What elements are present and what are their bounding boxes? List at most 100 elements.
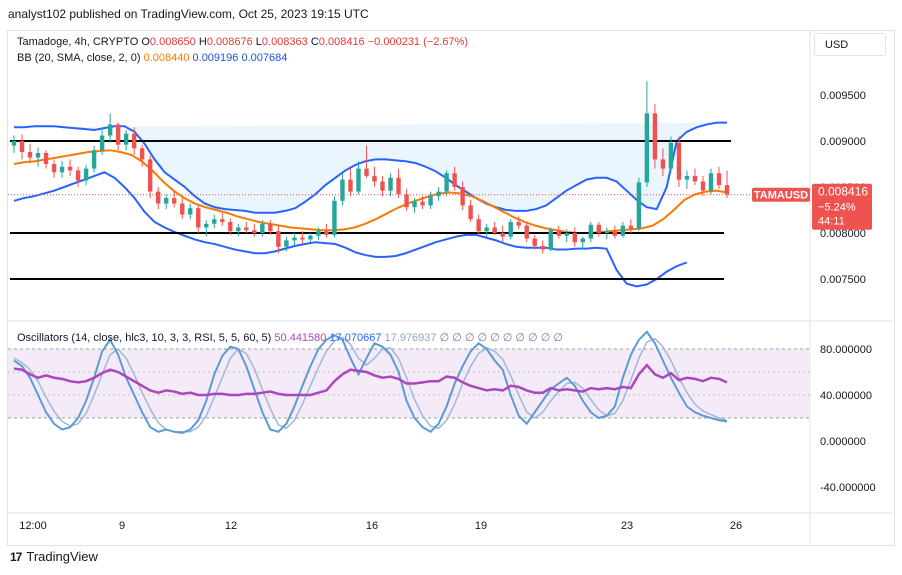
currency-button[interactable]: USD bbox=[814, 33, 886, 56]
candle-up bbox=[636, 182, 642, 229]
candle-up bbox=[123, 133, 129, 145]
candle-down bbox=[268, 223, 273, 232]
candle-down bbox=[460, 187, 465, 206]
candle-down bbox=[716, 173, 722, 186]
candle-down bbox=[51, 164, 57, 173]
time-tick-label: 12 bbox=[225, 520, 237, 532]
candle-down bbox=[700, 181, 706, 191]
legend-high: 0.008676 bbox=[206, 36, 253, 48]
bollinger-upper-line bbox=[14, 121, 727, 214]
candle-down bbox=[244, 227, 249, 231]
osc-k: 17.070667 bbox=[329, 332, 382, 344]
candle-up bbox=[332, 200, 337, 235]
candle-up bbox=[356, 168, 361, 192]
time-tick-label: 23 bbox=[621, 520, 633, 532]
candle-down bbox=[172, 198, 177, 204]
osc-tick-label: 80.000000 bbox=[820, 344, 872, 356]
candle-up bbox=[164, 198, 169, 204]
osc-tick-label: 0.000000 bbox=[820, 436, 866, 448]
osc-legend: Oscillators (14, close, hlc3, 10, 3, 3, … bbox=[17, 331, 563, 344]
candle-down bbox=[692, 175, 698, 182]
candle-down bbox=[364, 168, 369, 176]
candle-down bbox=[612, 231, 618, 236]
bollinger-fill bbox=[14, 122, 727, 213]
candle-up bbox=[204, 223, 209, 228]
price-tag-change: −5.24% bbox=[818, 202, 856, 214]
candle-down bbox=[115, 124, 121, 145]
candle-up bbox=[508, 221, 513, 237]
candle-up bbox=[388, 177, 393, 191]
candle-down bbox=[228, 221, 233, 232]
candle-down bbox=[131, 133, 137, 149]
candle-down bbox=[67, 166, 73, 171]
legend-close: 0.008416 bbox=[318, 36, 365, 48]
legend-c-label: C bbox=[310, 36, 319, 48]
legend-symbol: Tamadoge, 4h, CRYPTO bbox=[17, 36, 139, 48]
candle-up bbox=[83, 168, 89, 181]
candle-up bbox=[340, 179, 345, 201]
footer-brand: TradingView bbox=[26, 549, 98, 564]
stoch-k-line bbox=[13, 330, 728, 434]
price-tick-label: 0.009000 bbox=[820, 136, 866, 148]
price-tag-countdown: 44:11 bbox=[818, 216, 845, 228]
candle-up bbox=[444, 173, 449, 192]
candle-up bbox=[236, 227, 241, 232]
candle-down bbox=[540, 245, 545, 250]
candle-down bbox=[19, 141, 25, 153]
candle-up bbox=[620, 225, 626, 236]
time-tick-label: 26 bbox=[730, 520, 742, 532]
candle-down bbox=[516, 221, 521, 226]
candle-down bbox=[492, 227, 497, 233]
footer: 17 TradingView bbox=[10, 549, 98, 564]
legend-l-label: L bbox=[255, 36, 262, 48]
legend-open: 0.008650 bbox=[149, 36, 196, 48]
candle-down bbox=[524, 225, 529, 239]
rsi-line bbox=[13, 363, 728, 397]
candle-up bbox=[684, 175, 690, 180]
candle-up bbox=[436, 191, 441, 197]
candle-up bbox=[564, 233, 569, 236]
candle-up bbox=[35, 152, 41, 158]
bollinger-lower-line bbox=[13, 171, 688, 288]
candle-down bbox=[75, 170, 81, 181]
candle-down bbox=[139, 148, 145, 160]
candle-down bbox=[156, 191, 161, 204]
candle-down bbox=[596, 224, 602, 233]
candle-down bbox=[556, 230, 561, 236]
candle-down bbox=[572, 233, 577, 243]
candle-up bbox=[212, 219, 217, 224]
candle-up bbox=[668, 142, 674, 169]
publish-header: analyst102 published on TradingView.com,… bbox=[8, 7, 369, 21]
osc-tick-label: 40.000000 bbox=[820, 390, 872, 402]
bb-basis: 0.008440 bbox=[143, 52, 190, 64]
candle-up bbox=[644, 113, 650, 183]
candle-up bbox=[580, 238, 585, 243]
candle-down bbox=[532, 238, 537, 246]
price-tag-value: 0.008416 bbox=[818, 185, 868, 199]
candle-down bbox=[396, 177, 401, 195]
legend-h-label: H bbox=[198, 36, 207, 48]
candle-up bbox=[188, 208, 193, 215]
time-tick-label: 9 bbox=[119, 520, 125, 532]
candle-up bbox=[604, 231, 610, 233]
bb-upper: 0.009196 bbox=[192, 52, 239, 64]
candle-down bbox=[660, 159, 666, 169]
candle-up bbox=[292, 237, 297, 241]
osc-d: 17.976937 bbox=[384, 332, 437, 344]
osc-zeros: ∅ ∅ ∅ ∅ ∅ ∅ ∅ ∅ ∅ ∅ bbox=[439, 332, 563, 344]
legend-low: 0.008363 bbox=[261, 36, 308, 48]
time-tick-label: 12:00 bbox=[19, 520, 47, 532]
bb-lower: 0.007684 bbox=[241, 52, 288, 64]
candle-down bbox=[220, 219, 225, 222]
candle-down bbox=[476, 219, 481, 232]
price-tag-box bbox=[812, 183, 872, 230]
legend-change: −0.000231 (−2.67%) bbox=[367, 36, 469, 48]
bb-legend: BB (20, SMA, close, 2, 0) 0.008440 0.009… bbox=[17, 52, 287, 64]
candle-up bbox=[484, 227, 489, 232]
candle-down bbox=[652, 113, 658, 160]
price-tick-label: 0.007500 bbox=[820, 274, 866, 286]
candle-up bbox=[588, 224, 594, 239]
tradingview-logo-icon: 17 bbox=[10, 549, 22, 564]
candle-down bbox=[404, 194, 409, 208]
